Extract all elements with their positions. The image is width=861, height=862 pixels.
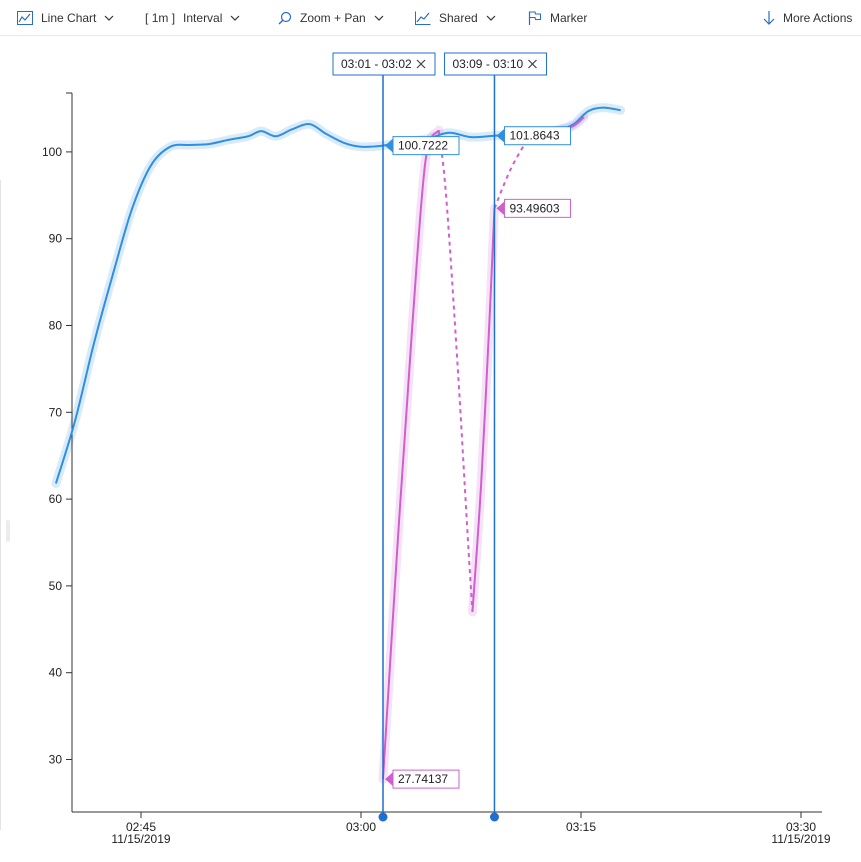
marker-value-box (503, 198, 571, 218)
marker-value-pointer (385, 138, 393, 153)
x-tick-label: 03:15 (566, 820, 596, 834)
marker-header-box (332, 52, 436, 76)
x-tick-label: 03:00 (346, 820, 376, 834)
y-tick-label: 70 (49, 405, 63, 419)
marker-value-label: 101.8643 (509, 129, 559, 143)
marker-value-box (503, 126, 571, 146)
shared-label: Shared (439, 11, 478, 25)
more-actions-button[interactable]: More Actions (763, 0, 852, 36)
series-line (382, 129, 440, 780)
marker-range-label: 03:09 - 03:10 (452, 57, 523, 71)
series-line (471, 208, 496, 613)
chevron-down-icon (374, 15, 384, 21)
x-tick-label: 03:30 (786, 820, 816, 834)
marker-button[interactable]: Marker (528, 0, 587, 36)
confidence-band (378, 125, 444, 784)
marker-value-box (392, 136, 460, 156)
series-lines (54, 106, 621, 780)
time-markers: 03:01 - 03:02 100.7222 27.74137 03:09 - 03:… (332, 52, 571, 822)
y-tick-label: 80 (49, 319, 63, 333)
chevron-down-icon (486, 15, 496, 21)
marker-value-pointer (496, 128, 505, 143)
marker-value-label: 93.49603 (509, 201, 559, 215)
chevron-down-icon (104, 15, 114, 21)
close-icon-stroke (528, 59, 537, 69)
interval-dropdown[interactable]: [ 1m ] Interval (145, 0, 240, 36)
y-tick-label: 100 (42, 145, 62, 159)
marker-value-pointer (496, 201, 505, 216)
close-icon-stroke (416, 59, 426, 69)
marker-range-label: 03:01 - 03:02 (341, 57, 412, 71)
more-actions-label: More Actions (783, 11, 853, 25)
panel-resize-grip[interactable] (6, 520, 10, 542)
marker-handle (489, 812, 499, 822)
chart-type-dropdown[interactable]: Line Chart (17, 0, 114, 36)
close-icon[interactable] (528, 59, 537, 69)
marker-value-box (392, 769, 460, 789)
toolbar: Line Chart [ 1m ] Interval Zoom + Pan Sh… (0, 0, 861, 36)
flag-icon (528, 11, 542, 25)
chart-type-label: Line Chart (41, 11, 97, 25)
series-line-dashed (493, 140, 528, 209)
series-line-dashed (437, 130, 474, 613)
x-tick-date-label: 11/15/2019 (111, 832, 170, 846)
close-icon[interactable] (416, 59, 426, 69)
line-chart-icon (17, 11, 33, 25)
marker-value-label: 100.7222 (398, 139, 448, 153)
trend-line-icon (415, 11, 431, 25)
x-tick-date-label: 11/15/2019 (771, 832, 830, 846)
marker-handle (378, 812, 388, 822)
x-tick-label: 02:45 (126, 820, 156, 834)
y-tick-label: 40 (49, 666, 63, 680)
download-icon (763, 10, 775, 26)
interval-label: Interval (183, 11, 223, 25)
y-tick-label: 50 (49, 579, 63, 593)
marker-value-pointer (385, 772, 393, 787)
marker-header-box (443, 52, 547, 76)
interval-value: [ 1m ] (145, 11, 176, 25)
zoom-pan-label: Zoom + Pan (300, 11, 366, 25)
marker-value-label: 27.74137 (398, 772, 448, 786)
y-tick-label: 30 (49, 753, 63, 767)
series-line (54, 106, 621, 484)
chevron-down-icon (230, 15, 240, 21)
marker-label: Marker (550, 11, 588, 25)
y-tick-label: 60 (49, 492, 63, 506)
confidence-band (51, 103, 626, 488)
panel-left-edge (0, 180, 1, 830)
y-tick-label: 90 (49, 232, 63, 246)
shared-dropdown[interactable]: Shared (415, 0, 496, 36)
search-icon (278, 11, 292, 25)
zoom-pan-dropdown[interactable]: Zoom + Pan (278, 0, 384, 36)
